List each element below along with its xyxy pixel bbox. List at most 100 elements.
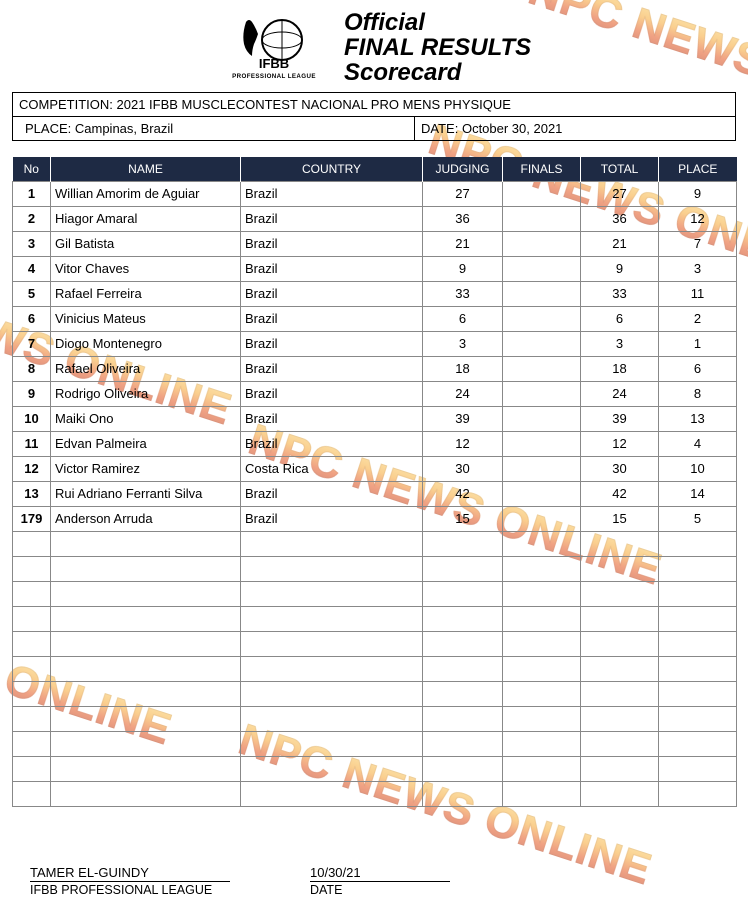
cell-finals (503, 281, 581, 306)
cell-judging: 30 (423, 456, 503, 481)
scorecard-page: NPC NEWS ONLINE NPC NEWS ONLINE NPC NEWS… (0, 0, 748, 900)
table-row-empty (13, 581, 737, 606)
cell-total: 3 (581, 331, 659, 356)
table-row: 8Rafael OliveiraBrazil18186 (13, 356, 737, 381)
cell-judging: 42 (423, 481, 503, 506)
cell-place: 5 (659, 506, 737, 531)
cell-place (659, 556, 737, 581)
cell-no: 7 (13, 331, 51, 356)
cell-name: Rui Adriano Ferranti Silva (51, 481, 241, 506)
cell-country (241, 656, 423, 681)
cell-country: Brazil (241, 506, 423, 531)
cell-finals (503, 406, 581, 431)
cell-finals (503, 356, 581, 381)
cell-judging: 27 (423, 181, 503, 206)
cell-place: 8 (659, 381, 737, 406)
cell-country: Brazil (241, 331, 423, 356)
header-line3: Scorecard (344, 60, 531, 85)
cell-total: 12 (581, 431, 659, 456)
cell-country: Brazil (241, 431, 423, 456)
cell-finals (503, 781, 581, 806)
cell-no: 3 (13, 231, 51, 256)
cell-place: 9 (659, 181, 737, 206)
cell-country (241, 581, 423, 606)
cell-name (51, 531, 241, 556)
cell-no: 179 (13, 506, 51, 531)
table-row-empty (13, 531, 737, 556)
cell-country (241, 756, 423, 781)
col-no: No (13, 157, 51, 182)
cell-place (659, 656, 737, 681)
cell-place: 1 (659, 331, 737, 356)
cell-place: 6 (659, 356, 737, 381)
cell-no (13, 531, 51, 556)
cell-no: 9 (13, 381, 51, 406)
cell-no: 6 (13, 306, 51, 331)
cell-place (659, 581, 737, 606)
signature-date-col: 10/30/21 DATE (310, 865, 450, 897)
header: IFBB PROFESSIONAL LEAGUE Official FINAL … (12, 10, 736, 86)
cell-place: 4 (659, 431, 737, 456)
cell-country (241, 531, 423, 556)
col-name: NAME (51, 157, 241, 182)
cell-place (659, 756, 737, 781)
cell-country: Brazil (241, 406, 423, 431)
cell-judging: 3 (423, 331, 503, 356)
date-value: October 30, 2021 (462, 121, 562, 136)
cell-no: 12 (13, 456, 51, 481)
cell-country (241, 706, 423, 731)
cell-place (659, 631, 737, 656)
cell-finals (503, 531, 581, 556)
signature-org: IFBB PROFESSIONAL LEAGUE (30, 883, 230, 897)
cell-judging (423, 681, 503, 706)
cell-no: 4 (13, 256, 51, 281)
cell-total (581, 656, 659, 681)
cell-finals (503, 681, 581, 706)
signature-name-col: TAMER EL-GUINDY IFBB PROFESSIONAL LEAGUE (30, 865, 230, 897)
table-row: 4Vitor ChavesBrazil993 (13, 256, 737, 281)
cell-judging (423, 656, 503, 681)
table-row-empty (13, 756, 737, 781)
cell-name (51, 556, 241, 581)
table-row-empty (13, 656, 737, 681)
cell-country (241, 631, 423, 656)
table-header-row: No NAME COUNTRY JUDGING FINALS TOTAL PLA… (13, 157, 737, 182)
cell-finals (503, 506, 581, 531)
cell-finals (503, 456, 581, 481)
cell-total (581, 556, 659, 581)
cell-judging (423, 556, 503, 581)
signature-name: TAMER EL-GUINDY (30, 865, 230, 882)
cell-no (13, 656, 51, 681)
cell-judging: 12 (423, 431, 503, 456)
header-line2: FINAL RESULTS (344, 35, 531, 60)
cell-name (51, 781, 241, 806)
cell-judging (423, 531, 503, 556)
cell-judging (423, 631, 503, 656)
cell-judging: 39 (423, 406, 503, 431)
cell-no: 10 (13, 406, 51, 431)
date-cell: DATE: October 30, 2021 (415, 117, 735, 140)
cell-judging: 6 (423, 306, 503, 331)
cell-place: 10 (659, 456, 737, 481)
cell-finals (503, 306, 581, 331)
cell-name: Gil Batista (51, 231, 241, 256)
cell-place (659, 731, 737, 756)
cell-name: Diogo Montenegro (51, 331, 241, 356)
cell-country: Brazil (241, 356, 423, 381)
cell-total (581, 706, 659, 731)
cell-total: 36 (581, 206, 659, 231)
cell-country: Brazil (241, 181, 423, 206)
cell-country: Brazil (241, 206, 423, 231)
cell-judging (423, 731, 503, 756)
cell-name (51, 681, 241, 706)
cell-name: Edvan Palmeira (51, 431, 241, 456)
cell-finals (503, 181, 581, 206)
cell-name (51, 731, 241, 756)
cell-judging (423, 581, 503, 606)
cell-finals (503, 431, 581, 456)
cell-no: 11 (13, 431, 51, 456)
cell-total: 39 (581, 406, 659, 431)
cell-finals (503, 631, 581, 656)
table-row-empty (13, 631, 737, 656)
cell-name (51, 581, 241, 606)
